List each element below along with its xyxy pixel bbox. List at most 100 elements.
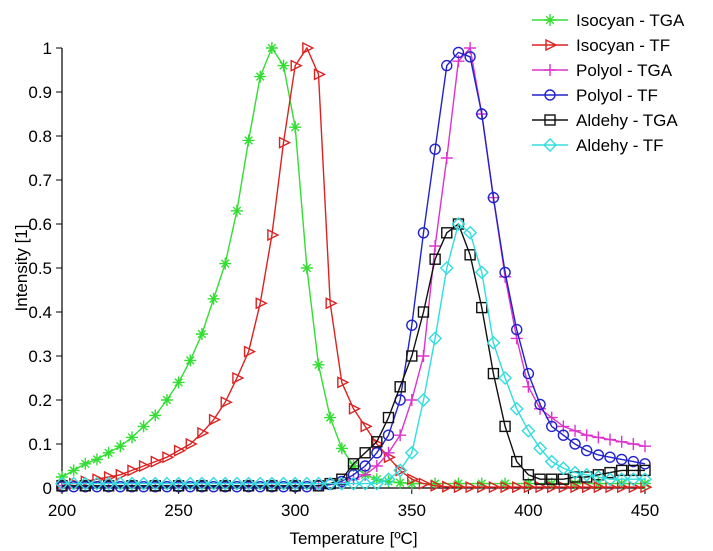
series-line-aldehy-tga bbox=[62, 222, 645, 487]
data-point bbox=[486, 335, 501, 350]
data-point bbox=[569, 438, 581, 450]
data-point bbox=[91, 480, 103, 493]
data-point bbox=[300, 262, 313, 274]
data-point bbox=[534, 398, 546, 411]
data-point bbox=[149, 409, 162, 422]
data-point bbox=[522, 469, 535, 481]
data-point bbox=[137, 480, 150, 493]
data-point bbox=[393, 463, 408, 478]
legend-label: Isocyan - TGA bbox=[576, 11, 685, 30]
series-aldehy-tga bbox=[56, 218, 651, 492]
data-point bbox=[172, 376, 185, 389]
data-point bbox=[254, 70, 267, 83]
data-point bbox=[406, 350, 418, 362]
data-point bbox=[359, 447, 371, 459]
data-point bbox=[196, 480, 208, 492]
data-point bbox=[220, 396, 233, 409]
data-point bbox=[627, 464, 640, 477]
data-point bbox=[371, 436, 383, 448]
y-tick-label: 0.2 bbox=[28, 391, 52, 410]
data-point bbox=[557, 429, 570, 441]
data-point bbox=[580, 429, 593, 442]
data-point bbox=[604, 466, 616, 479]
data-point bbox=[347, 469, 360, 481]
data-point bbox=[534, 473, 546, 485]
data-point bbox=[359, 460, 371, 472]
data-point bbox=[254, 480, 266, 493]
data-point bbox=[267, 228, 280, 242]
axes: 0 0.1 0.2 0.3 0.4 0.5 0.6 0.7 0.8 0.9 1 200 250 300 35… bbox=[28, 39, 659, 520]
data-point bbox=[604, 433, 617, 446]
data-point bbox=[476, 108, 488, 120]
data-point bbox=[79, 480, 92, 492]
data-point bbox=[639, 464, 651, 477]
data-point bbox=[418, 477, 432, 490]
data-point bbox=[242, 134, 255, 147]
data-point bbox=[579, 467, 594, 482]
data-point bbox=[334, 476, 349, 491]
data-point bbox=[627, 438, 640, 450]
data-point bbox=[206, 476, 221, 491]
data-point bbox=[101, 476, 116, 491]
data-point bbox=[232, 371, 245, 385]
data-point bbox=[487, 367, 500, 380]
data-point bbox=[429, 240, 442, 252]
data-point bbox=[325, 297, 338, 310]
data-point bbox=[347, 460, 360, 472]
legend-label: Polyol - TGA bbox=[576, 61, 673, 80]
data-point bbox=[137, 420, 150, 433]
data-point bbox=[67, 480, 80, 493]
data-point bbox=[442, 480, 455, 493]
legend-label: Isocyan - TF bbox=[576, 36, 670, 55]
legend-marker bbox=[543, 138, 557, 152]
legend-marker bbox=[544, 114, 556, 126]
data-point bbox=[67, 464, 80, 477]
data-point bbox=[370, 473, 383, 486]
data-point bbox=[312, 480, 325, 492]
y-tick-label: 0.4 bbox=[28, 303, 52, 322]
legend-entry: Isocyan - TGA bbox=[532, 11, 685, 30]
data-point bbox=[337, 376, 350, 389]
data-point bbox=[55, 476, 69, 491]
data-point bbox=[219, 480, 231, 492]
data-point bbox=[615, 464, 628, 477]
data-point bbox=[477, 480, 490, 494]
legend-entry: Aldehy - TF bbox=[532, 136, 664, 155]
data-point bbox=[639, 458, 651, 470]
data-point bbox=[511, 323, 523, 336]
data-point bbox=[405, 394, 418, 406]
data-point bbox=[266, 480, 278, 492]
legend: Isocyan - TGA Isocyan - TF Polyol - TGA Pol… bbox=[532, 11, 685, 155]
data-point bbox=[417, 227, 430, 239]
data-point bbox=[218, 476, 233, 491]
data-point bbox=[370, 460, 383, 472]
data-point bbox=[277, 480, 290, 493]
data-point bbox=[593, 480, 606, 494]
data-point bbox=[499, 420, 511, 433]
y-tick-label: 0.6 bbox=[28, 215, 52, 234]
data-point bbox=[312, 358, 325, 371]
data-point bbox=[417, 306, 430, 318]
data-point bbox=[429, 253, 441, 265]
y-tick-label: 0.8 bbox=[28, 127, 52, 146]
data-point bbox=[219, 257, 232, 270]
data-point bbox=[556, 461, 571, 476]
data-point bbox=[126, 480, 138, 492]
series-isocyan-tga bbox=[56, 42, 651, 490]
data-point bbox=[289, 121, 302, 134]
data-point bbox=[509, 401, 524, 416]
data-point bbox=[592, 449, 605, 461]
data-point bbox=[348, 402, 362, 415]
data-point bbox=[522, 380, 535, 393]
data-point bbox=[604, 451, 616, 463]
data-point bbox=[194, 476, 209, 491]
data-point bbox=[474, 265, 489, 280]
legend-marker bbox=[544, 64, 556, 76]
data-point bbox=[346, 476, 361, 491]
x-axis-title: Temperature [ºC] bbox=[289, 529, 417, 548]
x-tick-label: 450 bbox=[631, 501, 659, 520]
data-point bbox=[358, 476, 373, 491]
data-point bbox=[56, 480, 68, 492]
legend-label: Aldehy - TGA bbox=[576, 111, 678, 130]
data-point bbox=[161, 480, 173, 493]
